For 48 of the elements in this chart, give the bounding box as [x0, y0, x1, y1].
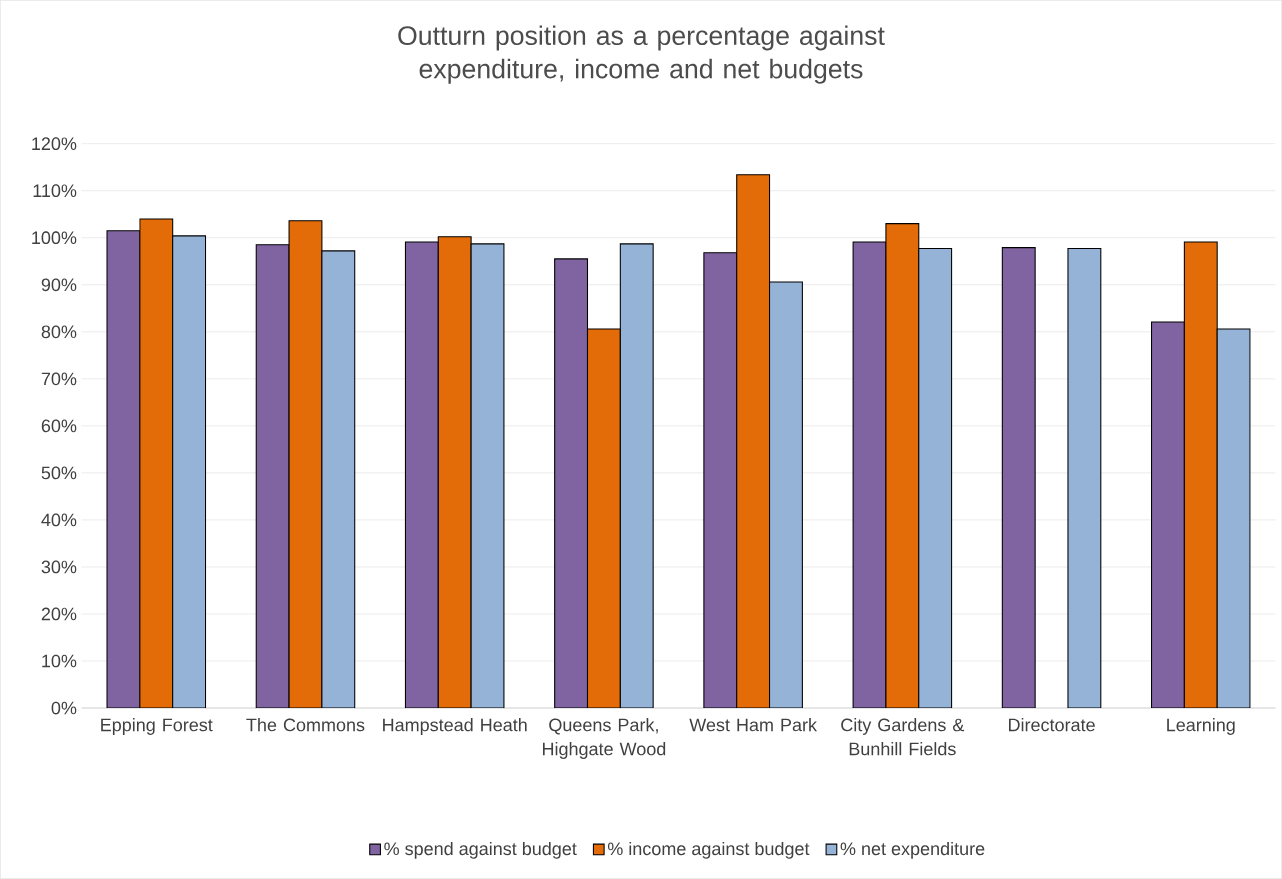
- x-tick-label: Queens Park, Highgate Wood: [542, 718, 666, 760]
- bar: [321, 250, 356, 709]
- bar: [139, 218, 174, 709]
- x-tick-label: The Commons: [246, 718, 365, 732]
- bar: [1151, 321, 1185, 709]
- x-tick-label: Learning: [1167, 718, 1235, 735]
- y-tick-label: 10%: [42, 654, 77, 668]
- bar: [586, 328, 621, 709]
- bar: [1067, 248, 1102, 709]
- bar: [918, 248, 953, 709]
- y-tick-label: 120%: [32, 137, 77, 151]
- bar: [172, 235, 207, 709]
- x-tick-label: West Ham Park: [689, 718, 818, 732]
- bar: [437, 236, 472, 709]
- x-tick-label: Hampstead Heath: [383, 718, 527, 735]
- y-tick-label: 80%: [41, 325, 77, 339]
- x-tick-label: Epping Forest: [101, 718, 213, 735]
- bar: [1183, 241, 1218, 709]
- y-tick-label: 60%: [41, 419, 77, 433]
- bar: [885, 223, 920, 709]
- y-tick-label: 20%: [41, 607, 77, 621]
- bar: [106, 230, 141, 709]
- bar: [470, 243, 505, 709]
- bar: [554, 258, 589, 709]
- bar: [736, 174, 771, 709]
- bar: [769, 281, 803, 709]
- y-tick-label: 90%: [41, 278, 77, 292]
- legend-label: % income against budget: [607, 842, 810, 859]
- legend-label: % spend against budget: [384, 842, 577, 859]
- x-tick-label: City Gardens & Bunhill Fields: [841, 718, 965, 756]
- legend-label: % net expenditure: [840, 842, 985, 859]
- bar: [1001, 247, 1036, 709]
- bar: [288, 220, 323, 709]
- bar: [703, 252, 738, 709]
- y-tick-label: 40%: [41, 513, 77, 527]
- y-tick-label: 50%: [41, 466, 77, 480]
- bar: [619, 243, 654, 709]
- y-tick-label: 0%: [51, 701, 77, 715]
- y-tick-label: 100%: [32, 231, 77, 245]
- bar: [852, 241, 887, 709]
- y-tick-label: 110%: [33, 184, 77, 198]
- bar: [1216, 328, 1251, 709]
- y-tick-label: 30%: [41, 560, 77, 574]
- bar: [404, 241, 439, 709]
- x-tick-label: Directorate: [1009, 718, 1095, 732]
- y-tick-label: 70%: [41, 372, 77, 386]
- bar: [255, 244, 290, 709]
- chart-title: Outturn position as a percentage against expenditure, income and net budgets: [398, 25, 885, 84]
